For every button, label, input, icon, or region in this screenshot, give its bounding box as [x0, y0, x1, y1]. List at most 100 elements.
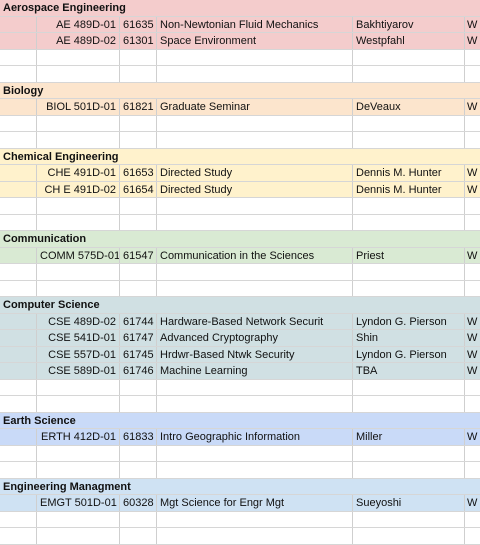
empty-cell[interactable]: [37, 132, 120, 148]
empty-row[interactable]: [0, 462, 480, 479]
empty-cell[interactable]: [465, 528, 480, 544]
empty-row[interactable]: [0, 280, 480, 297]
row-gutter-cell[interactable]: [0, 363, 37, 379]
empty-cell[interactable]: [157, 198, 353, 214]
empty-cell[interactable]: [120, 445, 157, 461]
row-gutter-cell[interactable]: [0, 165, 37, 181]
course-section-cell[interactable]: CHE 491D-01: [37, 165, 120, 181]
empty-cell[interactable]: [157, 528, 353, 544]
course-title-cell[interactable]: Graduate Seminar: [157, 99, 353, 115]
row-gutter-cell[interactable]: [0, 99, 37, 115]
row-gutter-cell[interactable]: [0, 16, 37, 32]
section-header-row[interactable]: Earth Science: [0, 412, 480, 429]
empty-cell[interactable]: [157, 396, 353, 412]
section-header-row[interactable]: Communication: [0, 231, 480, 248]
empty-cell[interactable]: [120, 396, 157, 412]
row-gutter-cell[interactable]: [0, 495, 37, 511]
empty-row[interactable]: [0, 214, 480, 231]
empty-cell[interactable]: [353, 528, 465, 544]
empty-cell[interactable]: [37, 198, 120, 214]
section-header-row[interactable]: Computer Science: [0, 297, 480, 314]
course-section-cell[interactable]: AE 489D-02: [37, 33, 120, 49]
course-crn-cell[interactable]: 61654: [120, 181, 157, 197]
instructor-cell[interactable]: Bakhtiyarov: [353, 16, 465, 32]
empty-cell[interactable]: [353, 511, 465, 527]
empty-cell[interactable]: [157, 49, 353, 65]
course-row[interactable]: BIOL 501D-01 61821 Graduate Seminar DeVeaux…: [0, 99, 480, 116]
course-title-cell[interactable]: Advanced Cryptography: [157, 330, 353, 346]
empty-cell[interactable]: [465, 281, 480, 297]
empty-cell[interactable]: [37, 115, 120, 131]
empty-cell[interactable]: [353, 132, 465, 148]
instructor-cell[interactable]: Lyndon G. Pierson: [353, 346, 465, 362]
course-section-cell[interactable]: CSE 489D-02: [37, 313, 120, 329]
section-header-cs[interactable]: Computer Science: [3, 299, 100, 311]
empty-cell[interactable]: [157, 462, 353, 478]
empty-cell[interactable]: [465, 446, 480, 462]
instructor-cell[interactable]: DeVeaux: [353, 99, 465, 115]
empty-cell[interactable]: [465, 462, 480, 478]
course-crn-cell[interactable]: 61653: [120, 165, 157, 181]
course-title-cell[interactable]: Hrdwr-Based Ntwk Security: [157, 346, 353, 362]
row-gutter-cell[interactable]: [0, 181, 37, 197]
empty-cell[interactable]: [353, 445, 465, 461]
empty-row[interactable]: [0, 198, 480, 215]
course-row[interactable]: CSE 557D-01 61745 Hrdwr-Based Ntwk Securit…: [0, 346, 480, 363]
course-row[interactable]: CSE 589D-01 61746 Machine Learning TBA W: [0, 363, 480, 380]
instructor-cell[interactable]: Priest: [353, 247, 465, 263]
course-crn-cell[interactable]: 61747: [120, 330, 157, 346]
empty-cell[interactable]: [37, 280, 120, 296]
empty-cell[interactable]: [157, 280, 353, 296]
course-section-cell[interactable]: COMM 575D-01: [37, 247, 120, 263]
course-row[interactable]: COMM 575D-01 61547 Communication in the Sc…: [0, 247, 480, 264]
empty-cell[interactable]: [0, 511, 37, 527]
empty-cell[interactable]: [0, 214, 37, 230]
course-crn-cell[interactable]: 61744: [120, 313, 157, 329]
empty-cell[interactable]: [157, 214, 353, 230]
empty-cell[interactable]: [120, 115, 157, 131]
course-row[interactable]: CH E 491D-02 61654 Directed Study Dennis M.…: [0, 181, 480, 198]
empty-cell[interactable]: [353, 115, 465, 131]
course-crn-cell[interactable]: 61746: [120, 363, 157, 379]
course-extra-cell[interactable]: W: [467, 365, 478, 377]
empty-cell[interactable]: [353, 66, 465, 82]
instructor-cell[interactable]: Dennis M. Hunter: [353, 181, 465, 197]
empty-cell[interactable]: [465, 380, 480, 396]
section-header-aero[interactable]: Aerospace Engineering: [3, 2, 126, 14]
course-crn-cell[interactable]: 60328: [120, 495, 157, 511]
course-extra-cell[interactable]: W: [467, 431, 478, 443]
course-title-cell[interactable]: Communication in the Sciences: [157, 247, 353, 263]
course-section-cell[interactable]: AE 489D-01: [37, 16, 120, 32]
empty-cell[interactable]: [157, 511, 353, 527]
empty-cell[interactable]: [120, 264, 157, 280]
instructor-cell[interactable]: Shin: [353, 330, 465, 346]
empty-cell[interactable]: [0, 49, 37, 65]
empty-row[interactable]: [0, 528, 480, 545]
empty-cell[interactable]: [353, 462, 465, 478]
empty-cell[interactable]: [465, 66, 480, 82]
empty-cell[interactable]: [120, 66, 157, 82]
empty-cell[interactable]: [157, 445, 353, 461]
section-header-comm[interactable]: Communication: [3, 233, 87, 245]
empty-cell[interactable]: [37, 214, 120, 230]
row-gutter-cell[interactable]: [0, 33, 37, 49]
empty-cell[interactable]: [37, 264, 120, 280]
empty-cell[interactable]: [353, 198, 465, 214]
course-title-cell[interactable]: Mgt Science for Engr Mgt: [157, 495, 353, 511]
empty-cell[interactable]: [0, 528, 37, 544]
empty-row[interactable]: [0, 132, 480, 149]
section-header-row[interactable]: Engineering Managment: [0, 478, 480, 495]
empty-cell[interactable]: [353, 214, 465, 230]
empty-cell[interactable]: [120, 379, 157, 395]
empty-cell[interactable]: [0, 132, 37, 148]
course-extra-cell[interactable]: W: [467, 18, 478, 31]
course-section-cell[interactable]: BIOL 501D-01: [37, 99, 120, 115]
empty-cell[interactable]: [120, 280, 157, 296]
empty-cell[interactable]: [37, 462, 120, 478]
empty-row[interactable]: [0, 396, 480, 413]
empty-cell[interactable]: [465, 512, 480, 528]
course-crn-cell[interactable]: 61301: [120, 33, 157, 49]
course-section-cell[interactable]: CH E 491D-02: [37, 181, 120, 197]
course-row[interactable]: ERTH 412D-01 61833 Intro Geographic Inform…: [0, 429, 480, 446]
course-crn-cell[interactable]: 61821: [120, 99, 157, 115]
